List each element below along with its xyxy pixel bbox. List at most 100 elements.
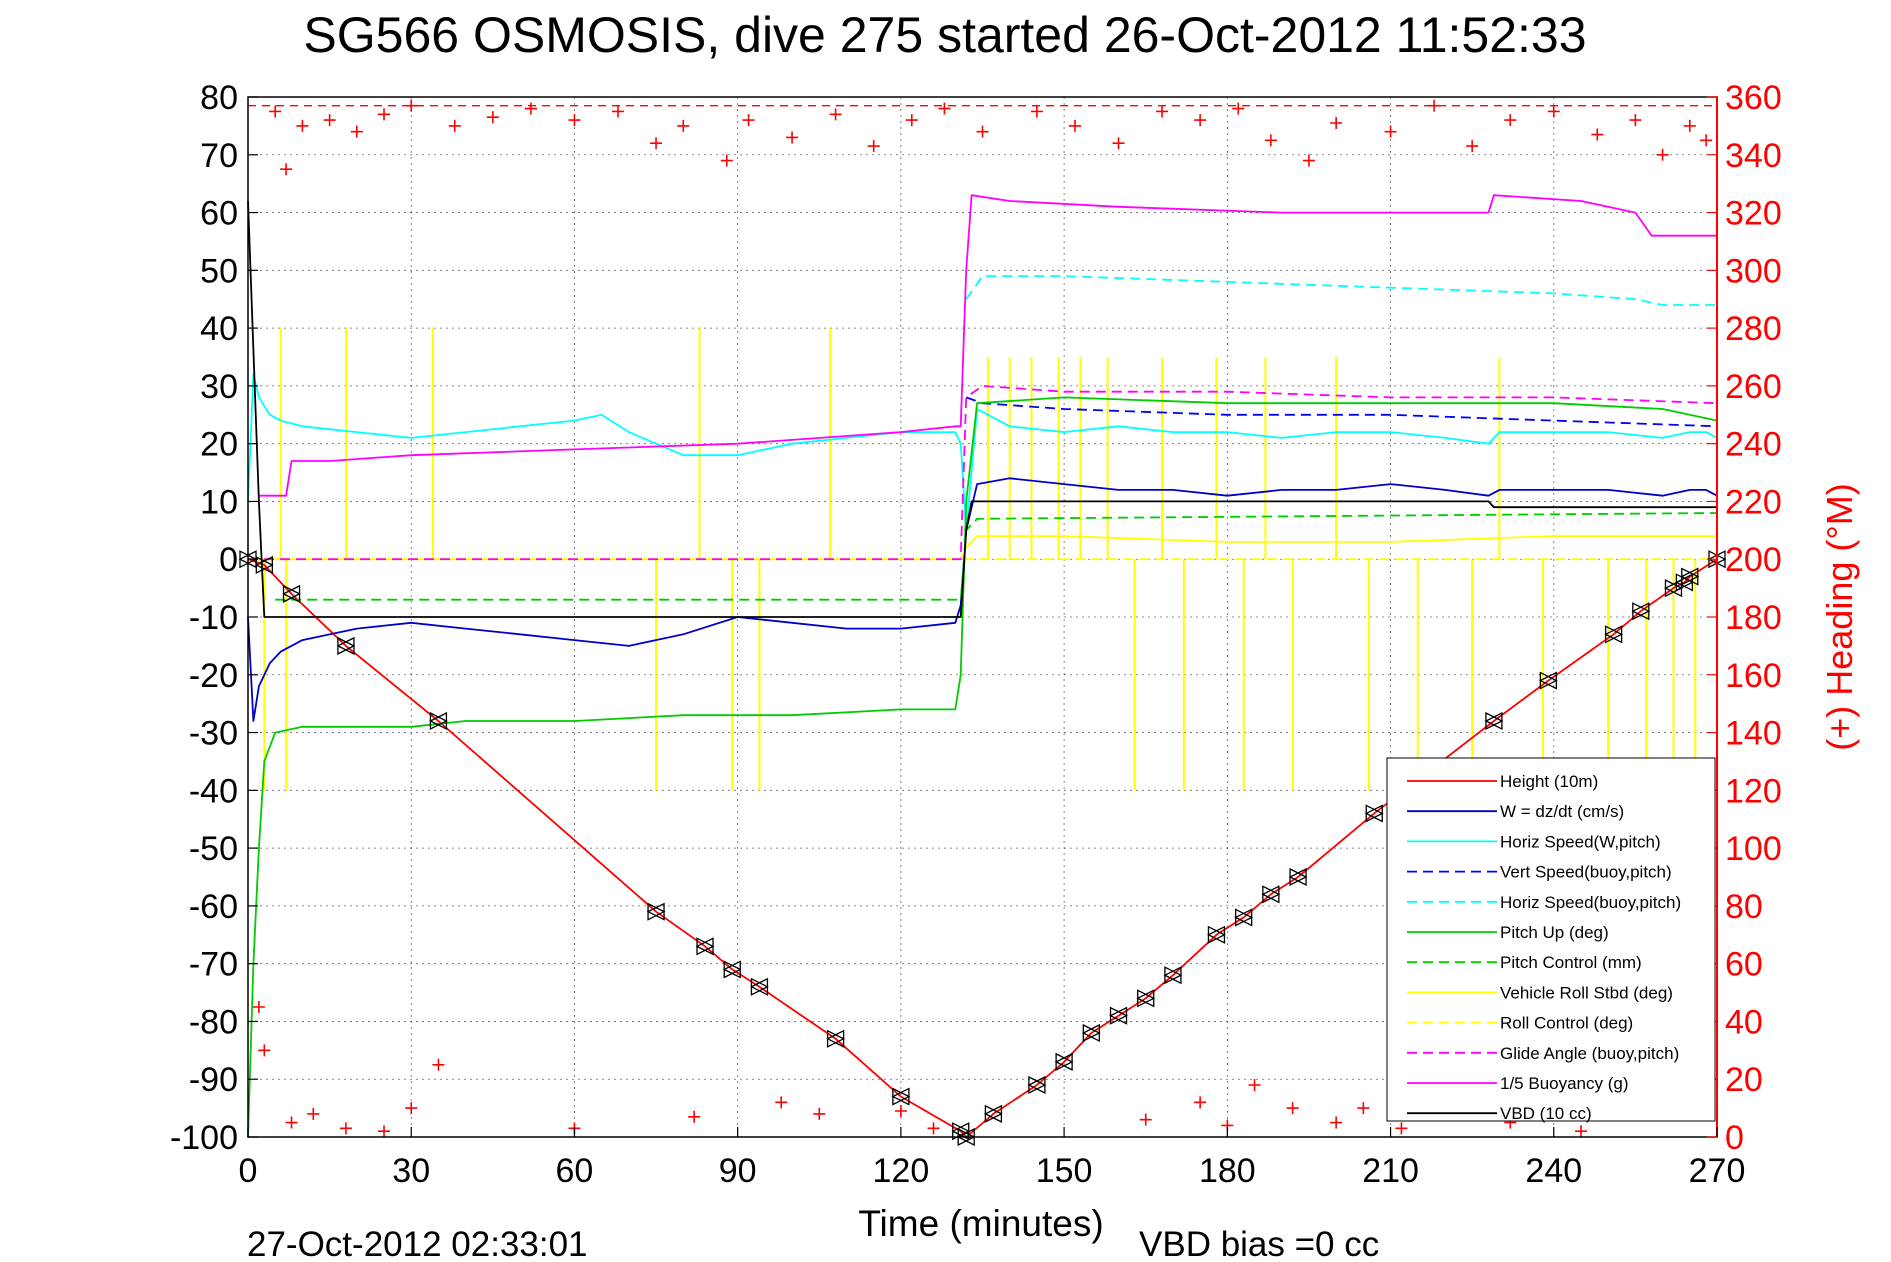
x-axis-label: Time (minutes) — [858, 1203, 1103, 1244]
heading-point — [1574, 1125, 1587, 1138]
y2-tick-label: 240 — [1725, 426, 1782, 464]
x-tick-label: 150 — [1036, 1152, 1093, 1190]
heading-point — [1030, 105, 1043, 118]
height-marker — [984, 1104, 1003, 1123]
y-tick-label: 0 — [219, 541, 238, 579]
heading-point — [1194, 1096, 1207, 1109]
y2-tick-label: 200 — [1725, 541, 1782, 579]
heading-point — [1428, 99, 1441, 112]
heading-point — [448, 119, 461, 132]
y-tick-label: -60 — [189, 888, 238, 926]
y-tick-label: 70 — [200, 137, 238, 175]
height-marker — [749, 977, 769, 996]
y2-tick-label: 100 — [1725, 830, 1782, 868]
y2-tick-label: 120 — [1725, 772, 1782, 810]
y2-tick-label: 260 — [1725, 368, 1782, 406]
y2-tick-label: 180 — [1725, 599, 1782, 637]
y2-tick-label: 160 — [1725, 657, 1782, 695]
height-marker — [1109, 1006, 1128, 1025]
y-tick-label: 30 — [200, 368, 238, 406]
legend-label: Height (10m) — [1500, 772, 1598, 791]
y-tick-label: 60 — [200, 195, 238, 233]
heading-point — [258, 1044, 271, 1057]
heading-point — [1330, 117, 1343, 129]
heading-point — [1286, 1102, 1299, 1115]
heading-point — [432, 1058, 445, 1071]
x-tick-label: 210 — [1362, 1152, 1419, 1190]
heading-point — [775, 1096, 788, 1109]
legend-label: W = dz/dt (cm/s) — [1500, 802, 1624, 821]
vbd-bias-label: VBD bias =0 cc — [1139, 1225, 1379, 1262]
height-marker — [1485, 711, 1504, 731]
heading-point — [1302, 154, 1315, 167]
y2-tick-label: 80 — [1725, 888, 1763, 926]
y2-tick-label: 0 — [1725, 1119, 1744, 1157]
height-marker — [1164, 966, 1183, 985]
heading-point — [938, 102, 951, 115]
series-line-2 — [247, 373, 1718, 532]
y2-axis-label: (+) Heading (°M) — [1819, 483, 1860, 750]
heading-point — [1264, 134, 1277, 147]
y2-tick-label: 60 — [1725, 946, 1763, 984]
heading-point — [1395, 1122, 1408, 1135]
height-marker — [336, 636, 355, 655]
heading-point — [1384, 125, 1397, 138]
height-marker — [1028, 1075, 1047, 1095]
height-marker — [695, 937, 714, 956]
heading-point — [339, 1122, 352, 1135]
heading-point — [720, 154, 733, 167]
legend-label: Roll Control (deg) — [1500, 1014, 1633, 1033]
heading-point — [927, 1122, 940, 1135]
heading-point — [650, 137, 663, 150]
height-marker — [1664, 579, 1683, 598]
heading-point — [1194, 114, 1207, 127]
height-marker — [891, 1087, 910, 1106]
legend-label: Horiz Speed(buoy,pitch) — [1500, 893, 1681, 912]
legend-label: Vehicle Roll Stbd (deg) — [1500, 983, 1673, 1002]
series-line-9 — [248, 384, 1718, 561]
heading-point — [1156, 105, 1169, 118]
y-tick-label: -100 — [170, 1119, 238, 1157]
y2-tick-label: 340 — [1725, 137, 1782, 175]
y-tick-label: -50 — [189, 830, 238, 868]
height-marker — [1365, 804, 1384, 823]
heading-point — [280, 163, 293, 176]
heading-point — [323, 114, 336, 127]
y2-tick-label: 320 — [1725, 195, 1782, 233]
heading-point — [350, 125, 363, 138]
x-tick-label: 240 — [1525, 1152, 1582, 1190]
x-tick-label: 270 — [1689, 1152, 1746, 1190]
y2-tick-label: 360 — [1725, 79, 1782, 117]
series-line-5 — [247, 396, 1718, 1138]
legend-label: Pitch Control (mm) — [1500, 953, 1642, 972]
y2-tick-label: 280 — [1725, 310, 1782, 348]
footer-timestamp: 27-Oct-2012 02:33:01 — [247, 1225, 588, 1262]
heading-point — [486, 111, 499, 124]
heading-point — [568, 114, 581, 127]
heading-point — [829, 108, 842, 121]
legend-label: VBD (10 cc) — [1500, 1104, 1592, 1123]
axis-ticks: 0 30 60 90 120 150 180 210 240 270 80 70 60 50 40 30 20 1… — [170, 79, 1782, 1190]
x-tick-label: 60 — [556, 1152, 594, 1190]
y2-tick-label: 140 — [1725, 715, 1782, 753]
heading-point — [1656, 148, 1669, 161]
heading-point — [1547, 105, 1560, 118]
height-marker — [826, 1029, 845, 1048]
heading-point — [905, 114, 918, 127]
heading-point — [1504, 114, 1517, 127]
heading-point — [894, 1105, 907, 1117]
heading-point — [378, 108, 391, 121]
x-tick-label: 0 — [239, 1152, 258, 1190]
height-marker — [1289, 867, 1308, 887]
legend-label: Pitch Up (deg) — [1500, 923, 1609, 942]
y2-tick-label: 20 — [1725, 1061, 1763, 1099]
heading-point — [1112, 137, 1125, 150]
y2-tick-label: 40 — [1725, 1003, 1763, 1041]
height-marker — [1235, 908, 1254, 927]
legend-label: Horiz Speed(W,pitch) — [1500, 832, 1661, 851]
heading-point — [269, 105, 282, 118]
y-tick-label: -80 — [189, 1003, 238, 1041]
heading-point — [1591, 128, 1604, 141]
heading-point — [976, 125, 989, 138]
heading-point — [1248, 1079, 1261, 1091]
